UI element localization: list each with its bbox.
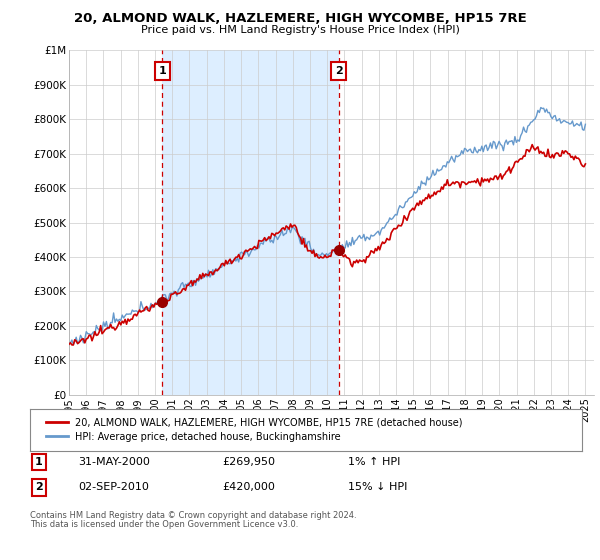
Text: £269,950: £269,950 (222, 457, 275, 467)
Text: 20, ALMOND WALK, HAZLEMERE, HIGH WYCOMBE, HP15 7RE: 20, ALMOND WALK, HAZLEMERE, HIGH WYCOMBE… (74, 12, 526, 25)
Text: 1: 1 (35, 457, 43, 467)
Legend: 20, ALMOND WALK, HAZLEMERE, HIGH WYCOMBE, HP15 7RE (detached house), HPI: Averag: 20, ALMOND WALK, HAZLEMERE, HIGH WYCOMBE… (40, 412, 469, 448)
Text: 1% ↑ HPI: 1% ↑ HPI (348, 457, 400, 467)
Text: 31-MAY-2000: 31-MAY-2000 (78, 457, 150, 467)
Text: Contains HM Land Registry data © Crown copyright and database right 2024.: Contains HM Land Registry data © Crown c… (30, 511, 356, 520)
Text: 15% ↓ HPI: 15% ↓ HPI (348, 482, 407, 492)
Text: This data is licensed under the Open Government Licence v3.0.: This data is licensed under the Open Gov… (30, 520, 298, 529)
Text: 2: 2 (35, 482, 43, 492)
Text: 2: 2 (335, 66, 343, 76)
Text: 1: 1 (158, 66, 166, 76)
Text: £420,000: £420,000 (222, 482, 275, 492)
Bar (162, 50, 339, 395)
Text: 02-SEP-2010: 02-SEP-2010 (78, 482, 149, 492)
Text: Price paid vs. HM Land Registry's House Price Index (HPI): Price paid vs. HM Land Registry's House … (140, 25, 460, 35)
